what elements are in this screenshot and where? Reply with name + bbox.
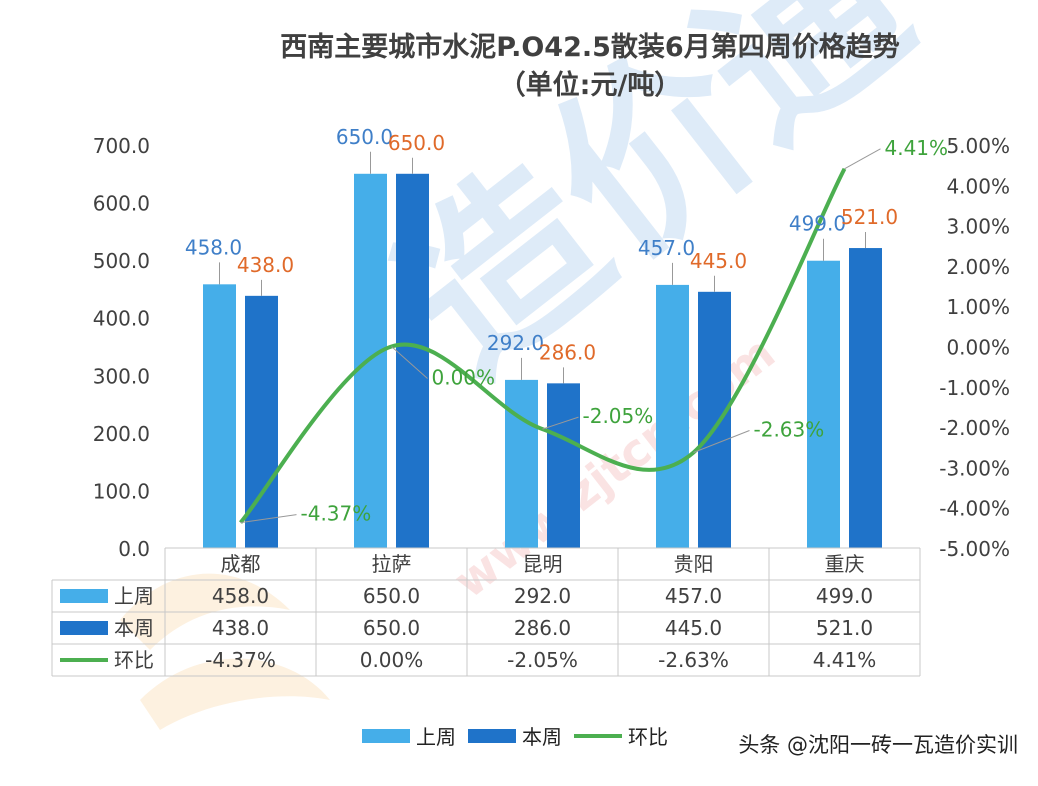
bar-benzhou (245, 295, 278, 548)
table-cell: -4.37% (205, 648, 276, 672)
y-right-tick: -4.00% (939, 497, 1010, 521)
y-left-tick: 500.0 (93, 249, 150, 273)
y-left-tick: 0.0 (118, 537, 150, 561)
bar-shangzhou (354, 173, 387, 549)
bar-benzhou (547, 383, 580, 548)
table-cell: 650.0 (363, 616, 420, 640)
table-cell: 457.0 (665, 584, 722, 608)
bar-benzhou (698, 291, 731, 548)
y-right-tick: -5.00% (939, 537, 1010, 561)
bar-shangzhou (656, 284, 689, 548)
legend-label: 环比 (628, 725, 668, 749)
legend-key-bar (362, 729, 410, 743)
bar-label-benzhou: 438.0 (237, 253, 294, 277)
y-right-tick: -1.00% (939, 376, 1010, 400)
table-series-name: 环比 (114, 648, 154, 672)
table-cell: 650.0 (363, 584, 420, 608)
legend-key-bar (468, 729, 516, 743)
footer-credit: 头条 @沈阳一砖一瓦造价实训 (738, 733, 1018, 757)
line-label-leader (391, 346, 428, 379)
line-label-huanbi: -2.63% (754, 417, 825, 441)
table-series-name: 本周 (114, 616, 154, 640)
line-label-huanbi: -2.05% (583, 404, 654, 428)
table-cell: 458.0 (212, 584, 269, 608)
y-left-tick: 100.0 (93, 479, 150, 503)
y-right-tick: -2.00% (939, 416, 1010, 440)
y-right-tick: 1.00% (946, 295, 1010, 319)
table-legend-key-bar (60, 621, 108, 635)
bar-label-benzhou: 650.0 (388, 131, 445, 155)
bar-label-shangzhou: 458.0 (185, 235, 242, 259)
chart-subtitle: （单位:元/吨） (499, 69, 682, 101)
x-tick-label: 昆明 (523, 552, 563, 576)
y-right-tick: -3.00% (939, 456, 1010, 480)
line-label-huanbi: -4.37% (301, 502, 372, 526)
bar-label-benzhou: 286.0 (539, 340, 596, 364)
x-tick-label: 贵阳 (674, 552, 714, 576)
table-legend-key-bar (60, 589, 108, 603)
y-right-tick: 4.00% (946, 174, 1010, 198)
y-left-tick: 200.0 (93, 422, 150, 446)
legend: 上周 本周 环比 (362, 725, 668, 749)
bar-shangzhou (807, 260, 840, 548)
legend-label: 上周 (416, 725, 456, 749)
line-label-leader (844, 148, 881, 170)
bar-label-benzhou: 521.0 (841, 205, 898, 229)
line-label-huanbi: 4.41% (885, 136, 949, 160)
y-axis-left: 0.0 100.0 200.0 300.0 400.0 500.0 600.0 700.0 (93, 134, 150, 561)
table-cell: -2.05% (507, 648, 578, 672)
y-right-tick: 5.00% (946, 134, 1010, 158)
y-left-tick: 400.0 (93, 307, 150, 331)
bar-benzhou (849, 248, 882, 548)
x-tick-label: 拉萨 (372, 552, 412, 576)
y-left-tick: 700.0 (93, 134, 150, 158)
table-cell: 499.0 (816, 584, 873, 608)
line-label-leader (693, 430, 750, 453)
bar-shangzhou (203, 284, 236, 548)
bar-label-shangzhou: 650.0 (336, 125, 393, 149)
bar-label-shangzhou: 457.0 (638, 236, 695, 260)
table-cell: 292.0 (514, 584, 571, 608)
bar-label-shangzhou: 499.0 (789, 212, 846, 236)
bar-series (203, 173, 882, 549)
y-right-tick: 2.00% (946, 255, 1010, 279)
y-left-tick: 600.0 (93, 192, 150, 216)
x-tick-label: 成都 (221, 552, 261, 576)
bar-benzhou (396, 173, 429, 549)
x-tick-label: 重庆 (825, 552, 865, 576)
table-cell: 445.0 (665, 616, 722, 640)
y-right-tick: 0.00% (946, 336, 1010, 360)
bar-shangzhou (505, 379, 538, 548)
table-cell: -2.63% (658, 648, 729, 672)
legend-label: 本周 (522, 725, 562, 749)
y-right-tick: 3.00% (946, 215, 1010, 239)
table-cell: 0.00% (360, 648, 424, 672)
table-cell: 286.0 (514, 616, 571, 640)
bar-label-shangzhou: 292.0 (487, 331, 544, 355)
table-cell: 4.41% (813, 648, 877, 672)
table-cell: 521.0 (816, 616, 873, 640)
line-label-huanbi: 0.00% (432, 366, 496, 390)
line-label-leader (542, 416, 579, 430)
table-series-name: 上周 (114, 584, 154, 608)
y-axis-right: -5.00% -4.00% -3.00% -2.00% -1.00% 0.00% 1.00%… (939, 134, 1010, 561)
y-left-tick: 300.0 (93, 364, 150, 388)
table-cell: 438.0 (212, 616, 269, 640)
bar-label-benzhou: 445.0 (690, 249, 747, 273)
chart-title: 西南主要城市水泥P.O42.5散装6月第四周价格趋势 (280, 31, 899, 63)
line-label-leader (240, 514, 297, 524)
